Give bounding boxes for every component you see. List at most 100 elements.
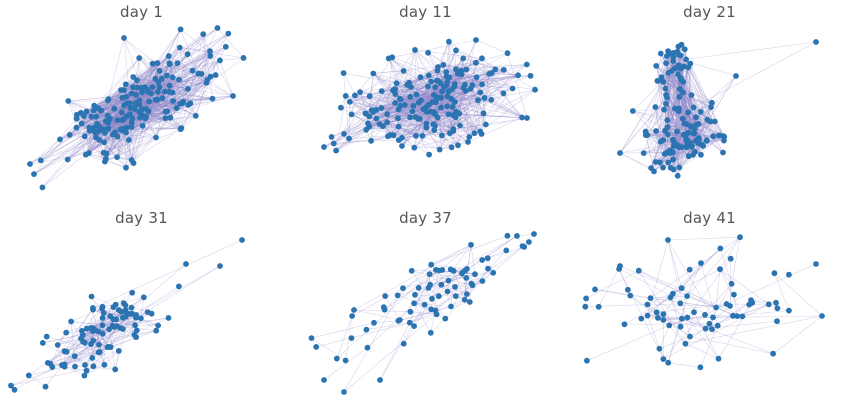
graph-edge: [135, 94, 181, 130]
graph-node: [27, 161, 33, 167]
graph-edge: [84, 309, 126, 344]
graph-edge: [650, 78, 681, 169]
graph-node: [675, 108, 682, 115]
graph-edge: [139, 100, 174, 105]
graph-node: [583, 295, 589, 302]
graph-edge: [91, 97, 123, 117]
graph-edge: [373, 320, 399, 324]
graph-node: [154, 96, 161, 103]
graph-edge: [647, 239, 669, 316]
graph-edge: [178, 79, 234, 97]
graph-node: [413, 133, 419, 139]
graph-edge: [718, 302, 753, 359]
graph-edge: [462, 235, 518, 273]
graph-node: [112, 366, 119, 373]
graph-node: [364, 344, 371, 351]
graph-node: [477, 89, 484, 96]
graph-edge: [129, 107, 143, 126]
graph-edge: [122, 91, 170, 99]
graph-edge: [103, 104, 189, 154]
graph-node: [411, 300, 417, 307]
graph-edge: [97, 57, 140, 109]
graph-node: [686, 266, 693, 273]
graph-edge: [391, 57, 404, 72]
graph-node: [395, 137, 402, 144]
graph-edge: [441, 117, 456, 136]
graph-edge: [414, 294, 439, 297]
graph-node: [616, 266, 622, 272]
graph-edge: [774, 272, 823, 317]
graph-node: [432, 122, 438, 129]
graph-edge: [439, 84, 483, 150]
graph-edge: [695, 75, 737, 141]
panel-title: day 21: [683, 3, 736, 21]
graph-edge: [671, 70, 681, 90]
graph-edge: [679, 88, 695, 128]
graph-node: [698, 260, 704, 266]
graph-edge: [689, 315, 734, 337]
graph-edge: [138, 57, 142, 88]
graph-node: [109, 322, 116, 329]
graph-edge: [656, 65, 692, 96]
graph-edge: [98, 314, 137, 345]
graph-edge: [108, 98, 213, 129]
graph-edge: [349, 101, 460, 126]
graph-node: [230, 93, 236, 99]
graph-edge: [666, 55, 679, 75]
graph-edge: [630, 295, 691, 337]
graph-node: [461, 296, 468, 303]
graph-edge: [365, 73, 374, 130]
graph-edge: [76, 84, 126, 128]
graph-node: [72, 363, 78, 370]
graph-node: [653, 63, 660, 69]
graph-edge: [80, 112, 123, 131]
graph-edge: [448, 90, 485, 99]
graph-edge: [114, 350, 120, 370]
graph-edge: [663, 109, 719, 136]
graph-node: [727, 303, 733, 309]
graph-edge: [719, 268, 769, 305]
graph-node: [665, 159, 672, 166]
graph-edge: [645, 131, 675, 143]
graph-edge: [388, 58, 397, 84]
graph-edge: [323, 133, 345, 148]
graph-node: [81, 133, 88, 140]
graph-edge: [485, 88, 513, 125]
graph-edge: [123, 50, 211, 91]
graph-edge: [619, 97, 668, 154]
graph-edge: [76, 118, 98, 125]
graph-node: [340, 70, 347, 76]
graph-node: [128, 304, 135, 311]
graph-edge: [466, 69, 504, 94]
graph-node: [648, 165, 654, 171]
graph-edge: [381, 90, 399, 119]
graph-edge: [70, 308, 103, 322]
graph-node: [444, 93, 451, 100]
graph-node: [666, 150, 673, 157]
graph-node: [647, 295, 654, 301]
graph-node: [697, 109, 704, 115]
graph-edge: [643, 111, 679, 154]
graph-edge: [122, 33, 204, 131]
graph-edge: [481, 58, 492, 100]
graph-edge: [429, 268, 467, 275]
graph-edge: [446, 85, 482, 135]
graph-edge: [381, 90, 399, 110]
graph-edge: [108, 117, 171, 129]
node-group: [308, 231, 537, 395]
graph-edge: [390, 118, 420, 136]
graph-edge: [390, 123, 427, 136]
graph-edge: [461, 70, 470, 138]
graph-edge: [92, 309, 126, 317]
graph-node: [660, 311, 667, 317]
edge-group: [585, 236, 823, 368]
graph-edge: [180, 74, 216, 130]
graph-edge: [668, 72, 675, 143]
graph-edge: [86, 328, 116, 370]
graph-node: [111, 105, 118, 112]
graph-node: [412, 114, 419, 120]
graph-edge: [463, 58, 496, 70]
graph-edge: [412, 74, 462, 112]
graph-edge: [413, 105, 427, 124]
graph-edge: [638, 270, 743, 317]
